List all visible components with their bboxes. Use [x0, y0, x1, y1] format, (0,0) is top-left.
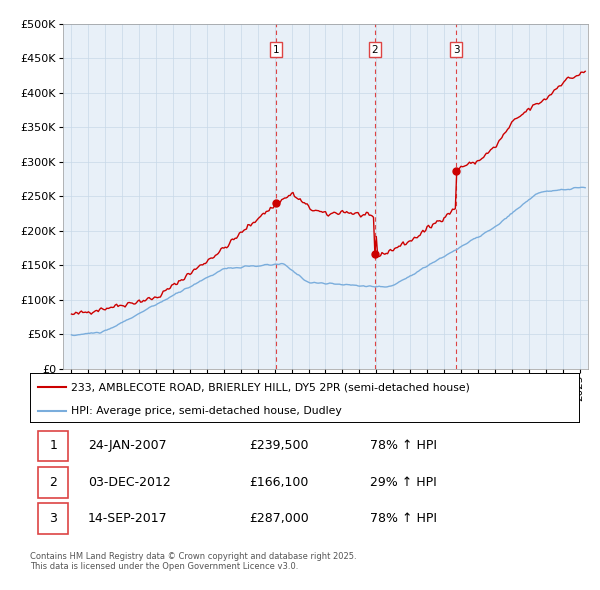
Text: £287,000: £287,000 [250, 512, 310, 525]
Text: 233, AMBLECOTE ROAD, BRIERLEY HILL, DY5 2PR (semi-detached house): 233, AMBLECOTE ROAD, BRIERLEY HILL, DY5 … [71, 382, 470, 392]
Text: 2: 2 [371, 45, 378, 55]
Text: 2: 2 [49, 476, 57, 489]
Bar [38, 503, 68, 534]
Text: 78% ↑ HPI: 78% ↑ HPI [370, 512, 437, 525]
Text: 03-DEC-2012: 03-DEC-2012 [88, 476, 170, 489]
Text: 3: 3 [49, 512, 57, 525]
Text: 1: 1 [272, 45, 279, 55]
Text: 78% ↑ HPI: 78% ↑ HPI [370, 440, 437, 453]
Text: HPI: Average price, semi-detached house, Dudley: HPI: Average price, semi-detached house,… [71, 406, 342, 416]
Text: 3: 3 [453, 45, 460, 55]
Text: £239,500: £239,500 [250, 440, 309, 453]
Text: Contains HM Land Registry data © Crown copyright and database right 2025.
This d: Contains HM Land Registry data © Crown c… [30, 552, 356, 571]
Text: £166,100: £166,100 [250, 476, 309, 489]
Text: 24-JAN-2007: 24-JAN-2007 [88, 440, 166, 453]
Bar [38, 431, 68, 461]
Text: 14-SEP-2017: 14-SEP-2017 [88, 512, 167, 525]
Text: 29% ↑ HPI: 29% ↑ HPI [370, 476, 437, 489]
Bar [38, 467, 68, 497]
Text: 1: 1 [49, 440, 57, 453]
